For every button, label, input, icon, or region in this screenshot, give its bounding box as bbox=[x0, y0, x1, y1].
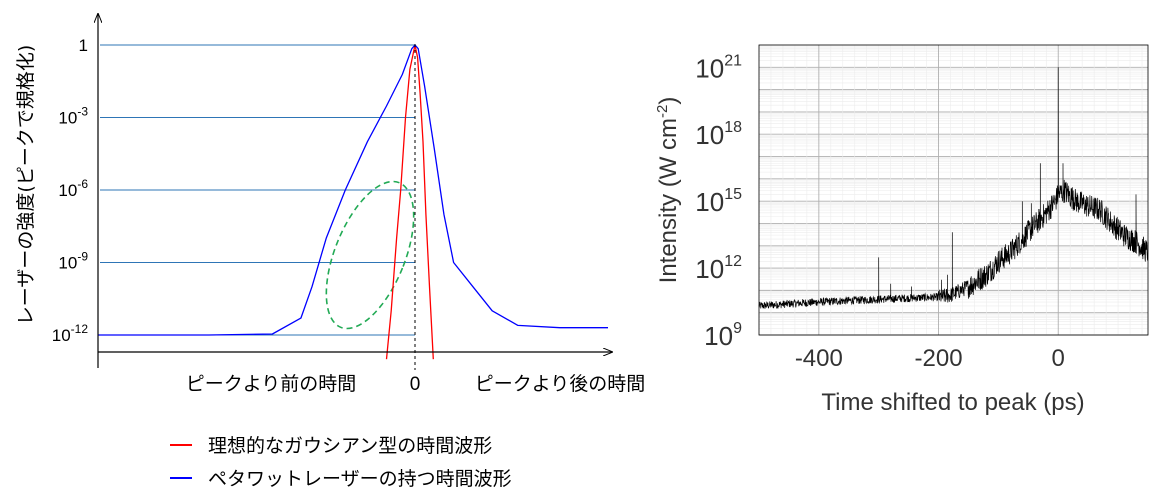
x-tick-label: -400 bbox=[795, 345, 843, 372]
plot-area bbox=[98, 44, 608, 360]
x-tick-labels: -400 -200 0 bbox=[795, 345, 1065, 372]
y-tick-label: 10-6 bbox=[58, 177, 88, 200]
y-tick-label: 1 bbox=[79, 36, 88, 55]
highlight-ellipse bbox=[325, 180, 415, 330]
y-axis-label: レーザーの強度(ピークで規格化) bbox=[15, 45, 37, 325]
y-tick-label: 109 bbox=[704, 320, 742, 351]
y-tick-labels: 109 1012 1015 1018 1021 bbox=[695, 52, 742, 351]
y-tick-label: 1012 bbox=[695, 253, 742, 284]
y-tick-labels: 1 10-3 10-6 10-9 10-12 bbox=[52, 36, 89, 345]
plot-frame bbox=[758, 44, 1149, 336]
gridlines bbox=[100, 44, 415, 336]
x-label-after-peak: ピークより後の時間 bbox=[475, 373, 646, 395]
y-tick-label: 1018 bbox=[695, 119, 742, 150]
grid bbox=[758, 45, 1148, 336]
legend-label-petawatt: ペタワットレーザーの持つ時間波形 bbox=[208, 468, 512, 490]
x-label-zero: 0 bbox=[410, 374, 421, 395]
y-tick-label: 10-12 bbox=[52, 322, 89, 345]
legend: 理想的なガウシアン型の時間波形 ペタワットレーザーの持つ時間波形 bbox=[170, 435, 512, 490]
petawatt-curve bbox=[98, 44, 608, 336]
plot-area bbox=[758, 67, 1149, 309]
y-tick-label: 1015 bbox=[695, 186, 742, 217]
normalized-intensity-chart: 1 10-3 10-6 10-9 10-12 レーザーの強度(ピークで規格化) ピークよ… bbox=[15, 0, 646, 490]
x-axis-label: Time shifted to peak (ps) bbox=[821, 389, 1084, 416]
y-tick-label: 10-9 bbox=[58, 250, 88, 273]
x-tick-label: -200 bbox=[915, 345, 963, 372]
legend-label-gaussian: 理想的なガウシアン型の時間波形 bbox=[208, 435, 492, 457]
intensity-trace bbox=[758, 67, 1149, 309]
y-tick-label: 1021 bbox=[695, 52, 742, 83]
y-tick-label: 10-3 bbox=[58, 105, 88, 128]
x-label-before-peak: ピークより前の時間 bbox=[186, 373, 357, 395]
x-tick-label: 0 bbox=[1052, 345, 1065, 372]
